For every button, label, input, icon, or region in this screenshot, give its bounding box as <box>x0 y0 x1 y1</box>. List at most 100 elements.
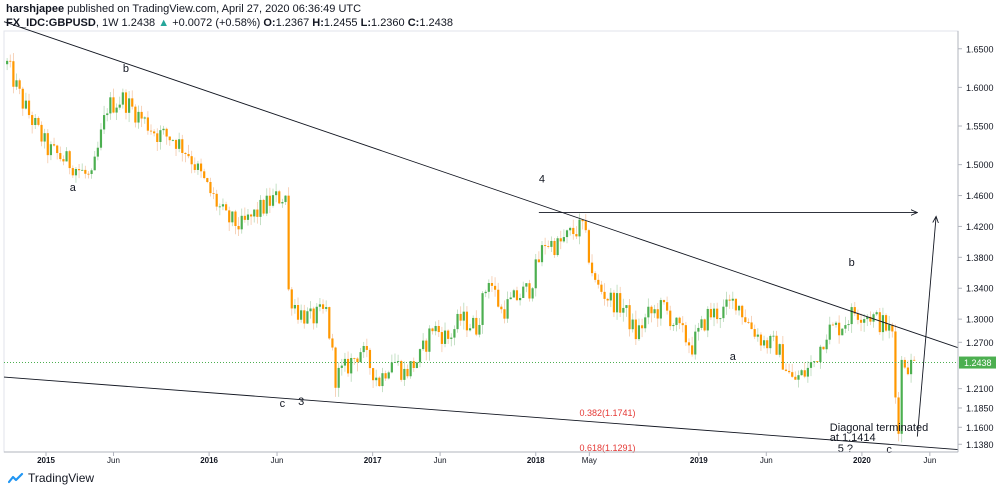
candle-body <box>572 227 575 235</box>
candle-body <box>212 193 215 194</box>
candle-body <box>800 370 803 376</box>
candle-body <box>287 195 290 290</box>
candle-body <box>609 292 612 301</box>
current-price-badge <box>959 356 996 369</box>
candle-body <box>390 362 393 373</box>
candle-body <box>722 306 725 319</box>
candle-body <box>487 283 490 292</box>
candle-body <box>597 279 600 285</box>
up-arrow-icon: ▲ <box>158 17 170 29</box>
candle-body <box>744 317 747 323</box>
candle-body <box>719 318 722 320</box>
candle-body <box>268 195 271 206</box>
wave-3: 3 <box>298 396 304 408</box>
candle-body <box>847 324 850 326</box>
candle-body <box>203 171 206 179</box>
candle-body <box>275 191 278 196</box>
candle-body <box>556 238 559 256</box>
candle-body <box>371 368 375 381</box>
price-tick-label: 1.5500 <box>966 122 994 132</box>
candle-body <box>271 195 275 206</box>
candle-body <box>825 339 828 350</box>
candle-body <box>343 358 347 366</box>
tradingview-logo-icon <box>8 472 24 484</box>
candle-body <box>512 290 515 298</box>
candle-body <box>431 328 434 332</box>
candle-body <box>40 124 43 142</box>
candle-body <box>74 168 78 176</box>
candle-body <box>644 317 647 329</box>
candle-body <box>240 215 243 230</box>
wave-c-1: c <box>280 398 286 410</box>
candle-body <box>350 358 353 374</box>
candle-body <box>93 156 96 171</box>
candle-body <box>337 367 340 388</box>
price-tick-label: 1.6500 <box>966 44 994 54</box>
candle-body <box>725 299 728 307</box>
candle-body <box>797 375 800 380</box>
candle-body <box>653 309 656 314</box>
candle-body <box>159 130 162 142</box>
candle-body <box>503 309 506 319</box>
candle-body <box>303 310 306 324</box>
author-name[interactable]: harshjapee <box>6 3 65 15</box>
candle-body <box>650 306 653 314</box>
candle-body <box>328 307 331 339</box>
candle-body <box>84 169 87 174</box>
candle-body <box>493 285 497 290</box>
candle-body <box>134 106 137 123</box>
wave-4: 4 <box>539 173 545 185</box>
candle-body <box>750 322 753 330</box>
candle-body <box>9 60 12 62</box>
time-tick-label: 2017 <box>364 456 382 465</box>
low-label: L: <box>360 17 372 29</box>
candle-body <box>819 346 822 363</box>
last-price: 1.2438 <box>121 17 156 29</box>
candle-body <box>859 319 863 323</box>
candle-body <box>256 209 259 217</box>
candle-body <box>569 227 572 231</box>
candle-body <box>43 133 46 142</box>
time-tick-label: Jun <box>434 456 447 465</box>
candle-body <box>387 372 390 379</box>
candle-body <box>575 234 578 237</box>
open-label: O: <box>263 17 276 29</box>
tradingview-footer[interactable]: TradingView <box>8 471 94 485</box>
candle-body <box>625 305 628 308</box>
candle-body <box>218 206 221 208</box>
candle-body <box>809 362 813 368</box>
candle-body <box>228 210 231 223</box>
candle-body <box>246 214 250 220</box>
candle-body <box>15 80 18 87</box>
candle-body <box>900 359 903 434</box>
candle-body <box>822 346 825 350</box>
candle-body <box>24 100 27 109</box>
candle-body <box>365 345 368 350</box>
candle-body <box>131 98 134 107</box>
candle-body <box>728 299 731 301</box>
candle-body <box>90 170 93 174</box>
candle-body <box>697 327 700 332</box>
candle-body <box>397 361 400 362</box>
candle-body <box>881 315 885 333</box>
candle-body <box>112 97 115 113</box>
candle-body <box>49 144 53 156</box>
candle-body <box>315 306 318 324</box>
candle-body <box>6 60 9 65</box>
candle-body <box>734 298 738 311</box>
candle-body <box>481 293 484 325</box>
candle-body <box>193 164 196 170</box>
candle-body <box>215 193 218 207</box>
candle-body <box>34 117 37 125</box>
candles <box>6 53 916 443</box>
candle-body <box>124 92 128 113</box>
candle-body <box>181 139 184 153</box>
candle-body <box>838 322 841 336</box>
candle-body <box>331 338 334 348</box>
price-tick-label: 1.1600 <box>966 423 994 433</box>
candle-body <box>637 325 641 340</box>
candle-body <box>443 330 447 344</box>
candle-body <box>666 302 669 311</box>
